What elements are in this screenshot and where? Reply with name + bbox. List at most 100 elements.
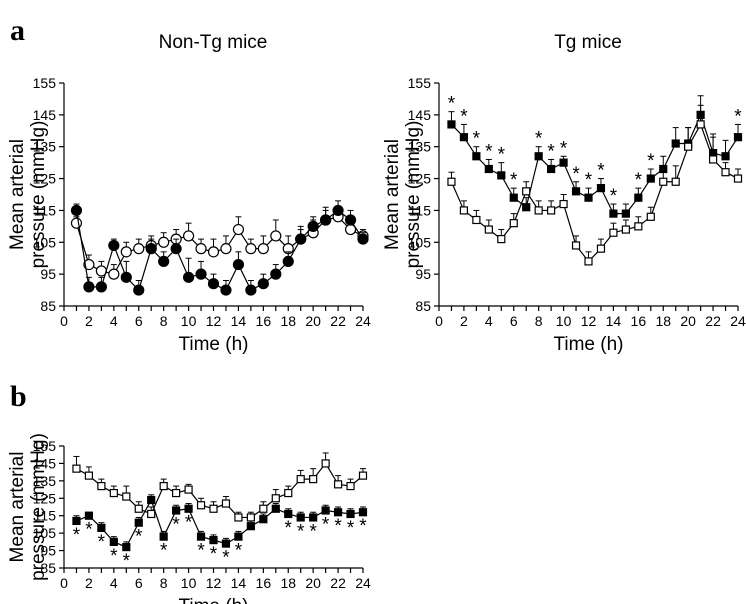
- x-tick-label: 20: [305, 313, 321, 329]
- y-tick-label: 95: [40, 543, 56, 559]
- data-point: [120, 246, 132, 258]
- data-point: [296, 513, 305, 522]
- data-point: [195, 243, 207, 255]
- data-point: [571, 187, 581, 196]
- x-tick-label: 18: [655, 313, 671, 329]
- x-tick-label: 12: [581, 313, 597, 329]
- data-point: [72, 464, 81, 473]
- data-point: [733, 174, 743, 183]
- x-tick-label: 10: [181, 313, 197, 329]
- data-point: [646, 174, 655, 183]
- significance-asterisk: *: [172, 514, 180, 535]
- significance-asterisk: *: [635, 170, 643, 191]
- x-tick-label: 14: [606, 313, 622, 329]
- y-tick-label: 105: [33, 234, 57, 250]
- data-point: [296, 475, 305, 484]
- data-point: [134, 504, 143, 513]
- series-square-filled: **** **** ** * *****: [447, 94, 742, 218]
- significance-asterisk: *: [297, 521, 305, 542]
- x-tick-label: 12: [206, 575, 222, 591]
- significance-asterisk: *: [185, 513, 193, 534]
- significance-asterisk: *: [160, 541, 168, 562]
- x-axis-label: Time (h): [178, 596, 248, 604]
- data-point: [108, 268, 120, 280]
- data-point: [84, 471, 94, 480]
- x-tick-label: 6: [135, 575, 143, 591]
- series-line: [76, 498, 364, 548]
- data-point: [209, 536, 218, 545]
- y-tick-label: 85: [415, 298, 431, 314]
- data-point: [571, 241, 581, 250]
- significance-asterisk: *: [585, 170, 593, 191]
- data-point: [259, 504, 268, 513]
- data-point: [134, 518, 143, 527]
- data-point: [184, 485, 193, 494]
- x-tick-label: 24: [730, 313, 746, 329]
- data-point: [671, 177, 680, 186]
- y-tick-label: 85: [40, 298, 56, 314]
- significance-asterisk: *: [347, 518, 355, 539]
- data-point: [522, 203, 531, 212]
- x-tick-label: 8: [160, 313, 168, 329]
- y-tick-label: 135: [33, 473, 57, 489]
- data-point: [509, 219, 518, 228]
- data-point: [320, 214, 332, 226]
- series-circle-filled: [70, 200, 369, 296]
- significance-asterisk: *: [572, 164, 580, 185]
- data-point: [307, 220, 319, 232]
- x-tick-label: 18: [280, 575, 296, 591]
- data-point: [559, 199, 568, 209]
- series-square-open: [447, 104, 743, 266]
- significance-asterisk: *: [610, 186, 618, 207]
- series-line: [451, 113, 739, 215]
- data-point: [97, 523, 106, 533]
- data-point: [159, 481, 168, 491]
- significance-asterisk: *: [485, 141, 493, 162]
- chart-title: Tg mice: [554, 32, 622, 53]
- data-point: [172, 506, 181, 515]
- x-tick-label: 22: [705, 313, 721, 329]
- data-point: [245, 243, 257, 255]
- data-point: [309, 513, 318, 522]
- significance-asterisk: *: [110, 546, 118, 567]
- y-tick-label: 115: [34, 202, 57, 218]
- significance-asterisk: *: [547, 141, 555, 162]
- data-point: [584, 193, 593, 202]
- data-point: [509, 193, 518, 202]
- x-tick-label: 0: [60, 575, 68, 591]
- x-tick-label: 16: [256, 313, 272, 329]
- y-axis-label-line-2: pressure (mmHg): [403, 121, 424, 269]
- data-point: [145, 243, 157, 255]
- x-tick-label: 6: [135, 313, 143, 329]
- data-point: [497, 171, 506, 180]
- x-tick-label: 8: [535, 313, 543, 329]
- x-tick-label: 0: [435, 313, 443, 329]
- significance-asterisk: *: [498, 145, 506, 166]
- data-point: [484, 225, 493, 234]
- data-point: [147, 509, 156, 519]
- data-point: [621, 225, 630, 234]
- y-tick-label: 145: [33, 107, 57, 123]
- data-point: [109, 537, 118, 546]
- significance-asterisk: *: [535, 129, 543, 150]
- data-point: [447, 120, 456, 129]
- x-tick-label: 14: [231, 575, 247, 591]
- data-point: [284, 509, 293, 519]
- data-point: [721, 152, 730, 161]
- data-point: [708, 155, 718, 164]
- data-point: [609, 228, 618, 237]
- data-point: [447, 177, 456, 186]
- data-point: [120, 271, 132, 283]
- data-point: [147, 495, 156, 505]
- significance-asterisk: *: [123, 551, 131, 572]
- data-point: [70, 217, 83, 229]
- significance-asterisk: *: [448, 94, 456, 115]
- significance-asterisk: *: [510, 170, 518, 191]
- data-point: [357, 233, 369, 245]
- y-tick-label: 105: [33, 525, 57, 541]
- significance-asterisk: *: [98, 532, 106, 553]
- chart-title: Non-Tg mice: [159, 32, 268, 53]
- data-point: [84, 511, 94, 520]
- y-tick-label: 115: [409, 202, 432, 218]
